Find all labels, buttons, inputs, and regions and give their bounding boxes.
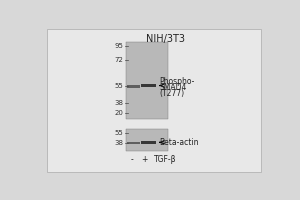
- Bar: [141, 141, 156, 144]
- Text: 55: 55: [115, 130, 124, 136]
- Text: 38: 38: [115, 140, 124, 146]
- Text: +: +: [141, 155, 148, 164]
- Text: 20: 20: [115, 110, 124, 116]
- Bar: [141, 84, 156, 87]
- Bar: [127, 142, 140, 144]
- Bar: [126, 42, 168, 119]
- Text: NIH/3T3: NIH/3T3: [146, 34, 185, 44]
- Text: Phospho-: Phospho-: [160, 77, 195, 86]
- Text: -: -: [130, 155, 133, 164]
- Text: (T277): (T277): [160, 89, 185, 98]
- Text: 38: 38: [115, 100, 124, 106]
- Text: 55: 55: [115, 83, 124, 89]
- Text: 95: 95: [115, 43, 124, 49]
- Bar: [126, 129, 168, 151]
- Text: Beta-actin: Beta-actin: [160, 138, 199, 147]
- Text: TGF-β: TGF-β: [154, 155, 176, 164]
- Text: 72: 72: [115, 57, 124, 63]
- Text: SMAD4: SMAD4: [160, 83, 187, 92]
- Bar: [127, 85, 140, 88]
